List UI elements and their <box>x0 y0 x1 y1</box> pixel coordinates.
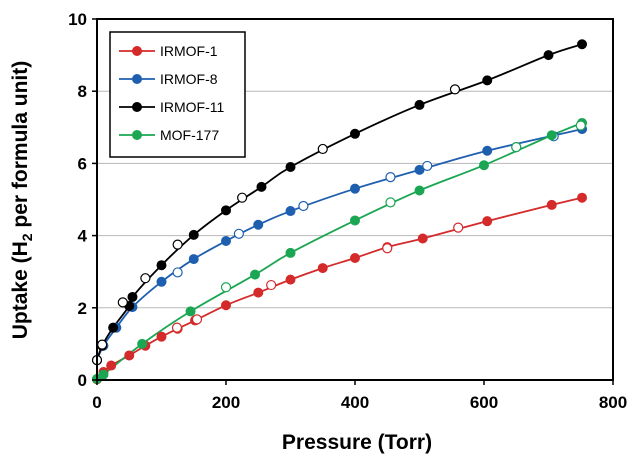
point-irmof-1-adsorption <box>546 199 557 210</box>
point-irmof-11-adsorption <box>127 291 138 302</box>
point-irmof-8-adsorption <box>221 236 231 247</box>
legend-marker <box>132 46 142 56</box>
point-irmof-11-desorption <box>172 239 183 250</box>
x-tick-labels: 0 200 400 600 800 <box>92 380 627 412</box>
point-irmof-1-desorption <box>382 243 393 254</box>
y-tick-label: 10 <box>68 10 87 29</box>
point-irmof-8-desorption <box>422 160 433 172</box>
point-irmof-11-adsorption <box>350 128 360 139</box>
point-irmof-11-adsorption <box>414 99 425 110</box>
legend-marker <box>132 102 142 112</box>
point-mof-177-adsorption <box>137 338 148 349</box>
point-irmof-1-adsorption <box>577 192 588 203</box>
y-tick-label: 4 <box>78 227 88 246</box>
point-mof-177-desorption <box>220 282 232 293</box>
point-irmof-8-adsorption <box>253 219 264 230</box>
point-mof-177-adsorption <box>285 247 296 258</box>
legend-item-irmof-1: IRMOF-1 <box>119 43 218 59</box>
legend-marker <box>132 74 142 84</box>
point-mof-177-adsorption <box>98 369 109 380</box>
point-irmof-11-adsorption <box>285 162 296 173</box>
point-mof-177-desorption <box>575 120 586 131</box>
point-irmof-8-adsorption <box>482 145 493 156</box>
point-irmof-11-adsorption <box>577 39 588 50</box>
y-tick-label: 0 <box>78 371 87 390</box>
legend-label: IRMOF-8 <box>160 71 218 87</box>
point-irmof-8-desorption <box>172 267 183 278</box>
point-irmof-1-adsorption <box>417 233 428 244</box>
point-irmof-11-desorption <box>317 143 328 155</box>
point-mof-177-adsorption <box>350 215 360 226</box>
point-irmof-11-desorption <box>140 273 151 284</box>
x-tick-label: 600 <box>470 393 498 412</box>
point-irmof-8-desorption <box>233 228 244 239</box>
point-mof-177-adsorption <box>546 130 557 141</box>
point-mof-177-adsorption <box>414 185 425 196</box>
x-axis-title: Pressure (Torr) <box>282 431 432 454</box>
y-axis-title-main: Uptake (H <box>9 241 32 339</box>
point-irmof-1-adsorption <box>285 274 296 285</box>
data-points <box>91 39 588 385</box>
point-irmof-11-adsorption <box>188 229 199 240</box>
y-tick-label: 2 <box>78 299 87 318</box>
point-irmof-1-desorption <box>191 314 203 325</box>
point-irmof-1-adsorption <box>124 350 135 361</box>
point-irmof-8-adsorption <box>350 183 360 194</box>
series-line-mof-177 <box>96 122 583 380</box>
point-mof-177-desorption <box>385 197 396 208</box>
point-irmof-1-desorption <box>453 222 464 233</box>
point-irmof-1-adsorption <box>156 331 167 342</box>
point-irmof-11-adsorption <box>482 75 493 86</box>
point-irmof-8-adsorption <box>156 276 167 287</box>
legend-label: MOF-177 <box>160 127 219 143</box>
point-irmof-11-adsorption <box>256 181 267 192</box>
x-tick-label: 200 <box>212 393 240 412</box>
y-tick-label: 6 <box>78 154 87 173</box>
legend: IRMOF-1 IRMOF-8 IRMOF-11 MOF-177 <box>109 31 246 158</box>
y-tick-labels: 0 2 4 6 8 10 <box>68 10 97 390</box>
legend-item-mof-177: MOF-177 <box>119 127 219 143</box>
point-irmof-1-adsorption <box>482 216 493 227</box>
point-mof-177-desorption <box>511 142 522 153</box>
point-irmof-8-adsorption <box>414 164 425 175</box>
legend-label: IRMOF-11 <box>160 99 225 115</box>
point-irmof-8-adsorption <box>188 254 199 265</box>
point-irmof-1-adsorption <box>221 300 231 311</box>
legend-item-irmof-11: IRMOF-11 <box>119 99 225 115</box>
point-irmof-11-adsorption <box>108 322 119 333</box>
point-irmof-1-adsorption <box>317 263 328 274</box>
y-tick-label: 8 <box>78 82 87 101</box>
point-irmof-1-desorption <box>171 322 183 333</box>
x-tick-label: 800 <box>599 393 627 412</box>
point-irmof-11-desorption <box>449 84 461 95</box>
point-mof-177-adsorption <box>250 269 261 280</box>
x-tick-label: 400 <box>341 393 369 412</box>
point-irmof-1-adsorption <box>253 287 264 298</box>
legend-label: IRMOF-1 <box>160 43 218 59</box>
point-irmof-11-desorption <box>117 297 128 308</box>
point-irmof-11-desorption <box>237 192 248 203</box>
point-irmof-1-desorption <box>266 279 277 291</box>
series-line-irmof-1 <box>96 196 583 380</box>
point-irmof-11-adsorption <box>543 50 554 61</box>
x-tick-label: 0 <box>92 393 101 412</box>
point-irmof-11-desorption <box>97 339 108 350</box>
point-irmof-11-adsorption <box>156 260 167 271</box>
legend-item-irmof-8: IRMOF-8 <box>119 71 218 87</box>
point-mof-177-adsorption <box>479 160 489 171</box>
y-axis-title-subscript: 2 <box>19 233 35 241</box>
point-irmof-11-adsorption <box>221 205 231 216</box>
point-irmof-8-desorption <box>385 172 396 183</box>
y-axis-title: Uptake (H2 per formula unit) <box>9 61 35 340</box>
y-axis-title-tail: per formula unit) <box>9 61 32 234</box>
point-mof-177-adsorption <box>185 306 196 317</box>
series-line-irmof-11 <box>96 43 583 361</box>
point-irmof-1-adsorption <box>350 252 360 263</box>
legend-marker <box>132 130 142 140</box>
point-irmof-1-adsorption <box>106 360 117 371</box>
point-irmof-8-desorption <box>298 200 309 212</box>
point-irmof-8-adsorption <box>285 206 296 217</box>
